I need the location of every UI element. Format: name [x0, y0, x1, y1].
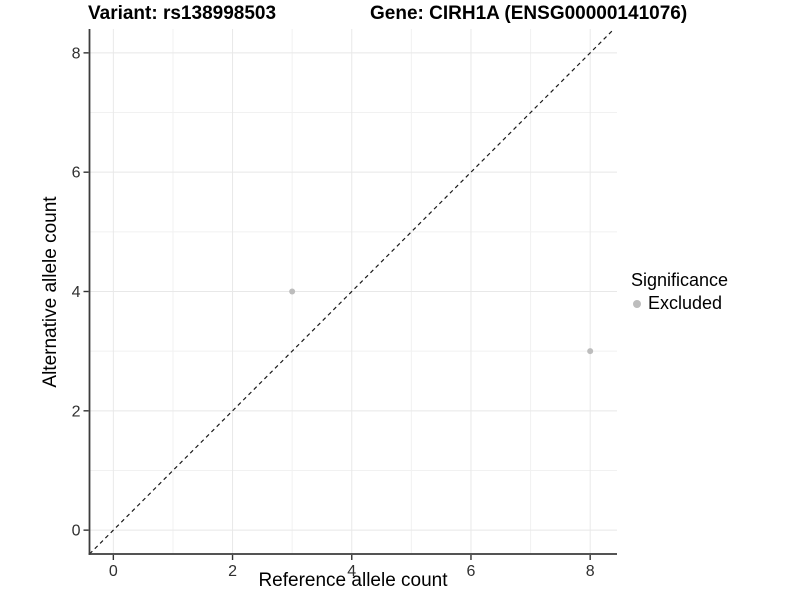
y-axis-title: Alternative allele count — [40, 196, 61, 388]
y-tick-label: 6 — [72, 165, 81, 182]
data-point — [587, 348, 594, 355]
legend-item-excluded: Excluded — [631, 293, 728, 314]
data-point — [289, 288, 296, 295]
x-tick-label: 6 — [467, 563, 476, 580]
y-tick-label: 4 — [72, 284, 81, 301]
gene-title: Gene: CIRH1A (ENSG00000141076) — [370, 3, 688, 24]
x-axis-title: Reference allele count — [258, 570, 448, 591]
legend-item-label: Excluded — [648, 293, 723, 313]
legend-title: Significance — [631, 270, 729, 290]
excluded-point-icon — [633, 299, 641, 308]
legend: Significance Excluded — [631, 270, 728, 314]
y-tick-label: 2 — [72, 403, 81, 420]
variant-title: Variant: rs138998503 — [88, 3, 277, 24]
x-tick-label: 4 — [347, 563, 356, 580]
y-tick-label: 0 — [72, 523, 81, 540]
identity-line — [89, 28, 615, 555]
x-tick-label: 8 — [586, 563, 595, 580]
y-tick-label: 8 — [72, 45, 81, 62]
x-tick-label: 0 — [109, 563, 118, 580]
x-tick-label: 2 — [228, 563, 237, 580]
